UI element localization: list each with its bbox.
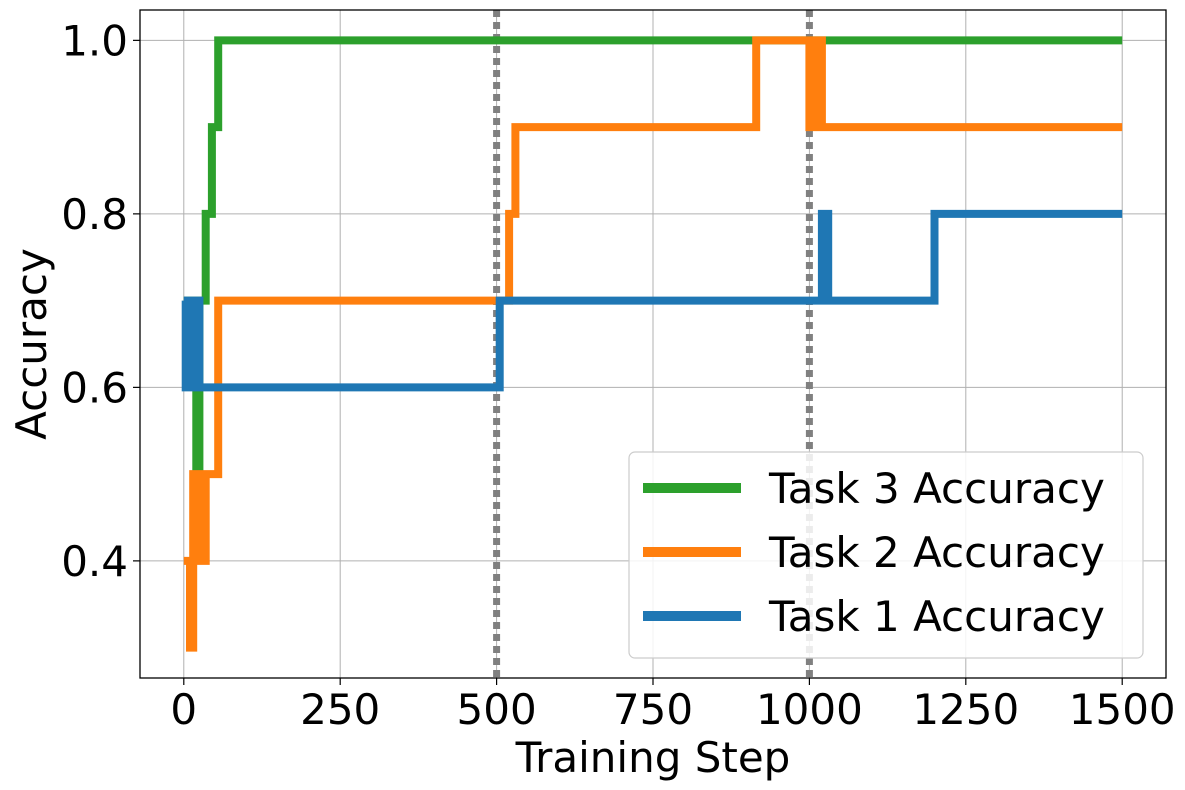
x-axis-ticks: 0 250 500 750 1000 1250 1500 [170, 678, 1176, 734]
x-tick-label: 500 [457, 685, 537, 734]
x-axis-label: Training Step [515, 733, 791, 782]
legend: Task 3 Accuracy Task 2 Accuracy Task 1 Acc… [628, 451, 1144, 659]
series-lines [181, 36, 1123, 652]
y-tick-label: 0.4 [61, 537, 128, 586]
series-line [183, 36, 1123, 652]
legend-label: Task 3 Accuracy [768, 464, 1105, 513]
series-line [181, 209, 1123, 392]
legend-label: Task 1 Accuracy [768, 592, 1105, 641]
legend-box [628, 451, 1144, 659]
legend-label: Task 2 Accuracy [768, 528, 1105, 577]
x-tick-label: 1500 [1069, 685, 1176, 734]
y-axis-ticks: 0.4 0.6 0.8 1.0 [61, 16, 140, 586]
x-tick-label: 1250 [912, 685, 1019, 734]
x-tick-label: 0 [170, 685, 197, 734]
y-tick-label: 0.8 [61, 190, 128, 239]
y-axis-label: Accuracy [7, 248, 56, 440]
x-tick-label: 750 [613, 685, 693, 734]
series-line [183, 36, 1123, 479]
x-tick-label: 250 [300, 685, 380, 734]
y-tick-label: 1.0 [61, 16, 128, 65]
x-tick-label: 1000 [756, 685, 863, 734]
y-tick-label: 0.6 [61, 363, 128, 412]
